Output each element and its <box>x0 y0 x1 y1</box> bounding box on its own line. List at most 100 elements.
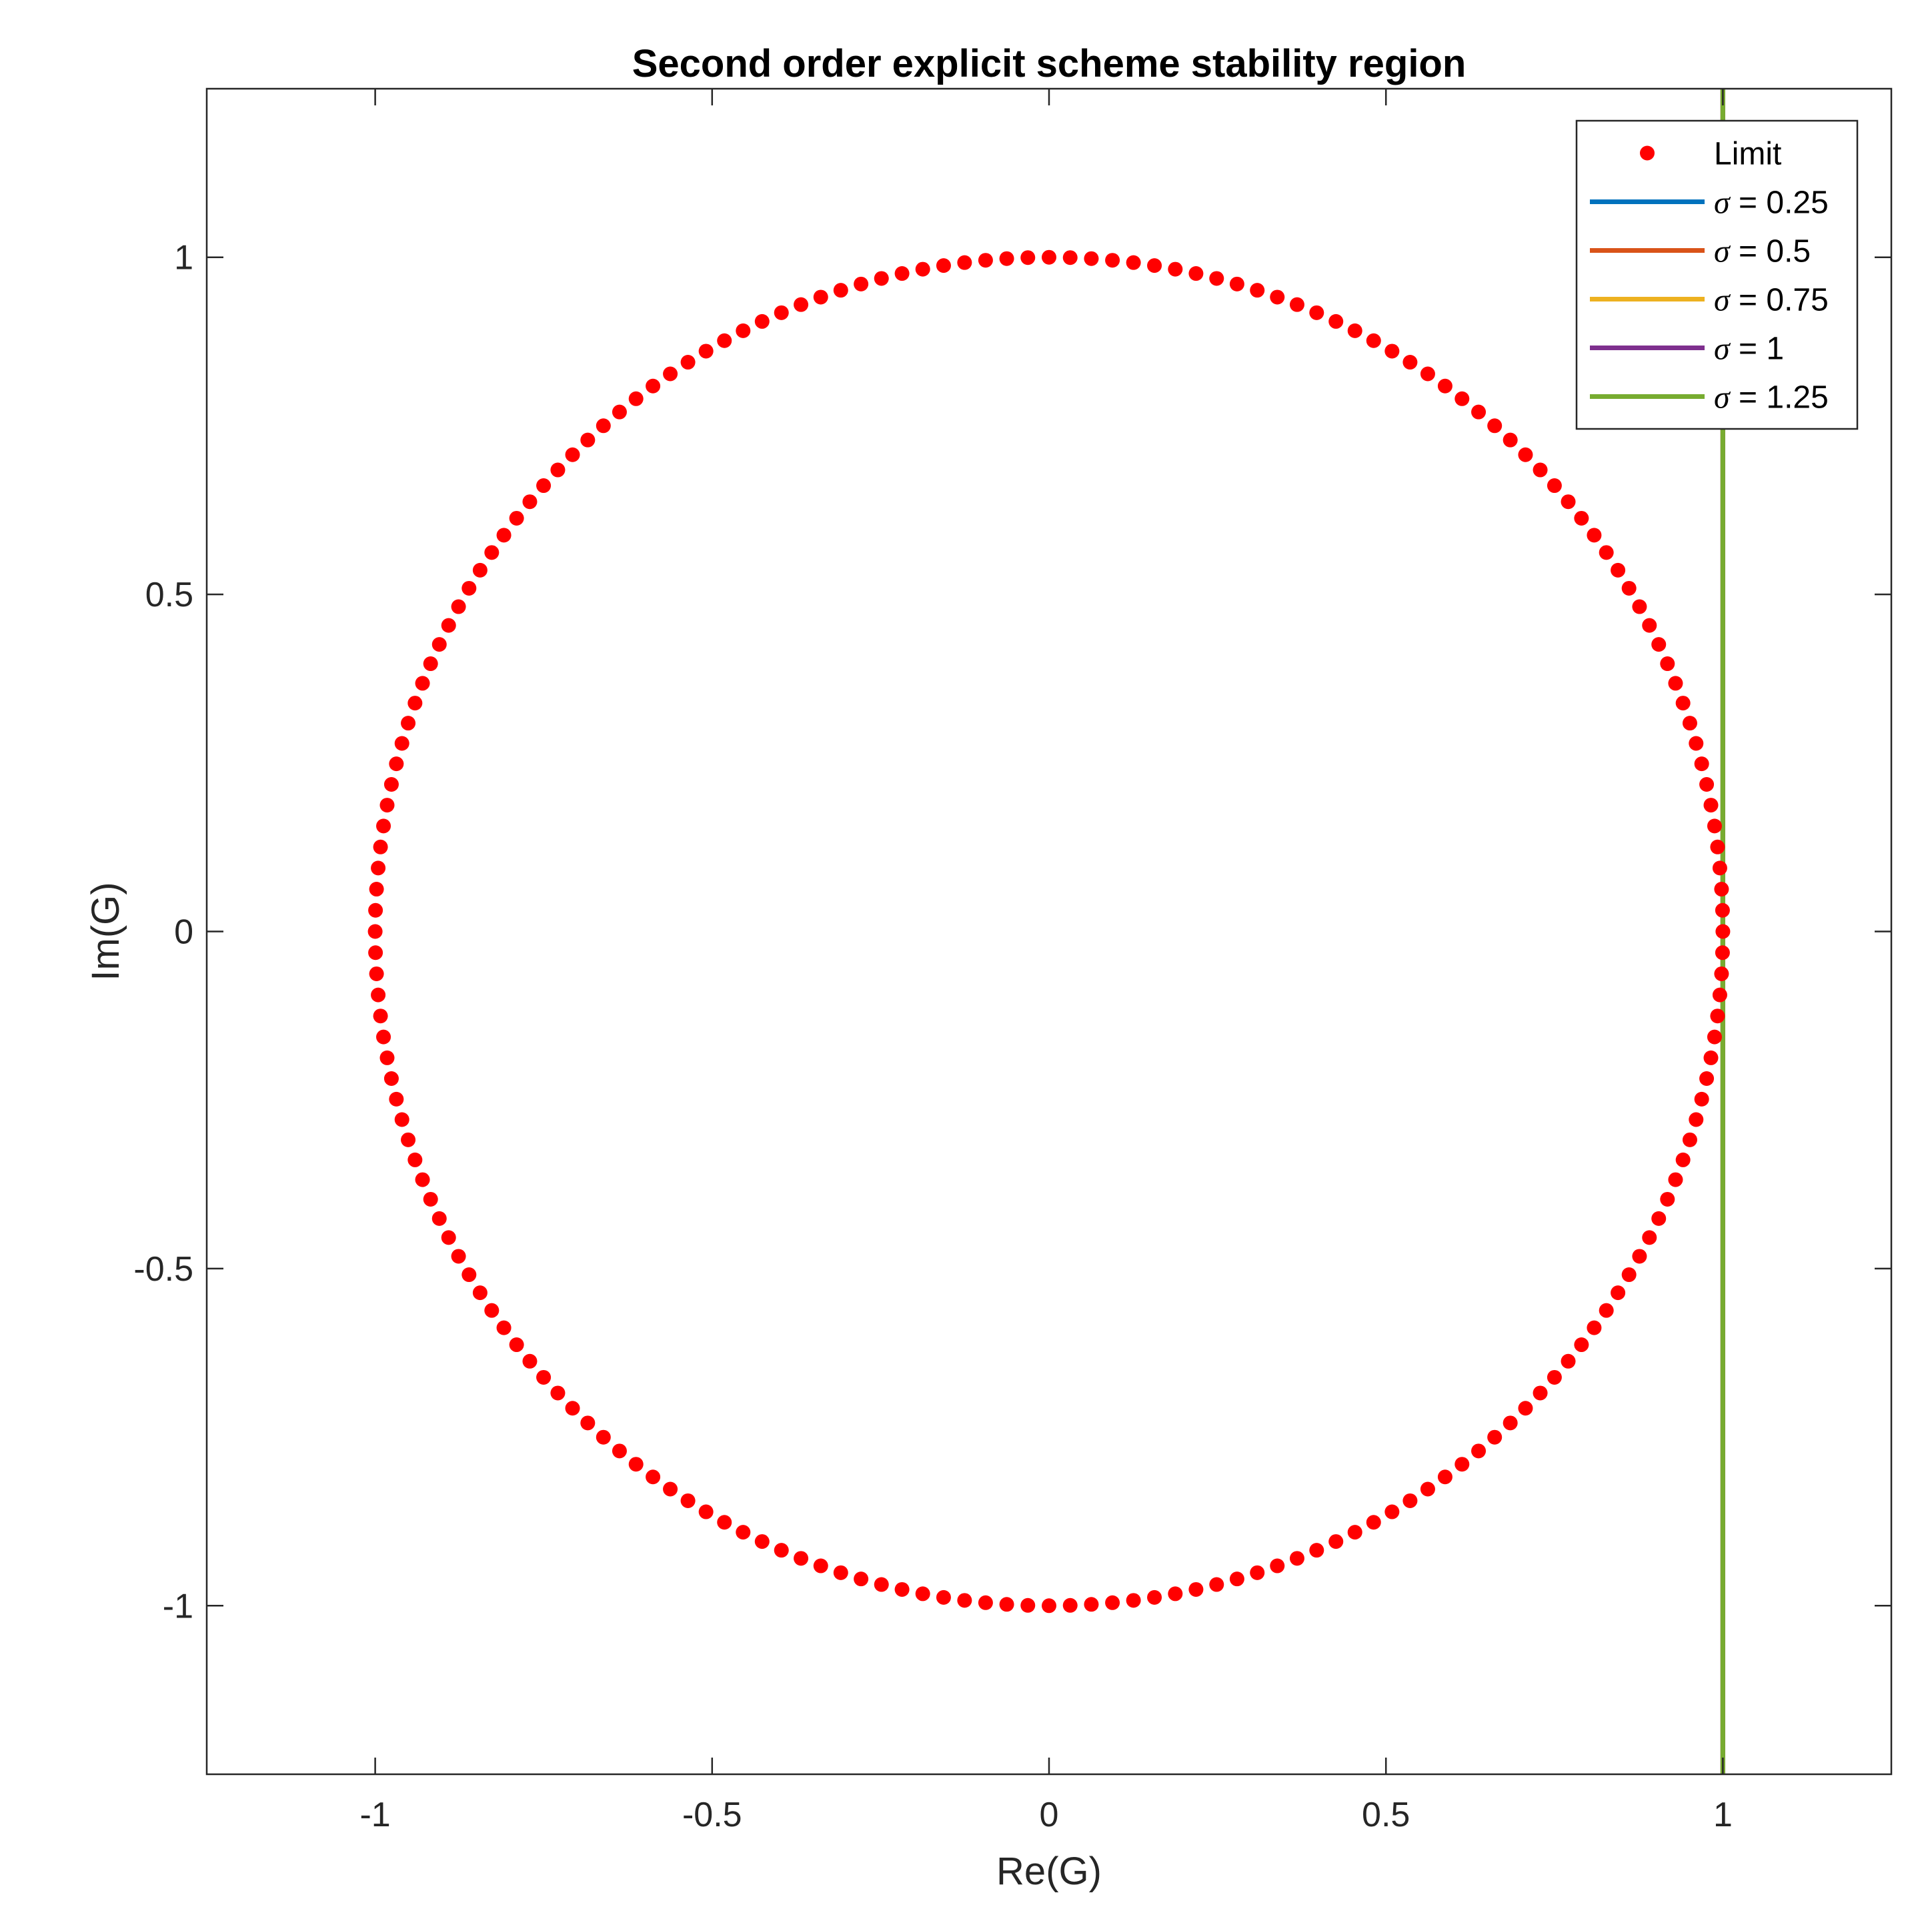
limit-point <box>431 1211 447 1226</box>
chart-title: Second order explicit scheme stability r… <box>632 42 1467 85</box>
legend-item: σ = 0.5 <box>1590 234 1811 269</box>
limit-point <box>894 266 910 281</box>
y-tick-label: 0.5 <box>145 576 193 614</box>
limit-point <box>612 404 627 420</box>
legend-sigma-symbol: σ <box>1714 380 1731 416</box>
limit-point <box>1547 478 1562 494</box>
limit-point <box>1168 1586 1183 1602</box>
limit-point <box>874 271 889 286</box>
limit-point <box>368 945 383 961</box>
limit-point <box>415 1172 430 1187</box>
limit-point <box>680 1493 696 1508</box>
limit-point <box>1062 250 1078 265</box>
limit-point <box>1699 1071 1715 1086</box>
limit-point <box>441 1230 456 1245</box>
limit-point <box>1270 1558 1285 1573</box>
limit-point <box>936 1589 951 1605</box>
limit-point <box>415 676 430 691</box>
legend-sigma-value: = 1.25 <box>1730 380 1829 416</box>
legend-sigma-symbol: σ <box>1714 185 1731 221</box>
limit-point <box>1366 333 1381 348</box>
limit-point <box>580 1415 596 1431</box>
limit-point <box>1682 716 1697 731</box>
x-axis-label: Re(G) <box>996 1850 1102 1893</box>
limit-point <box>1668 1172 1683 1187</box>
limit-point <box>1518 447 1533 462</box>
legend-sigma-symbol: σ <box>1714 332 1731 367</box>
limit-point <box>854 276 869 291</box>
legend-label: σ = 1.25 <box>1714 380 1829 416</box>
limit-point <box>663 1481 678 1497</box>
limit-point <box>1689 736 1704 751</box>
limit-point <box>1651 1211 1667 1226</box>
legend-box <box>1575 119 1859 430</box>
limit-point <box>1126 1593 1141 1608</box>
limit-point <box>536 1369 552 1385</box>
limit-point <box>1611 1285 1626 1301</box>
limit-point <box>646 378 661 394</box>
legend-label: σ = 0.25 <box>1714 185 1829 221</box>
limit-point <box>1533 462 1548 478</box>
limit-point <box>1437 378 1453 394</box>
x-tick-label: -1 <box>359 1796 390 1834</box>
limit-point <box>423 656 438 672</box>
limit-point <box>999 251 1014 266</box>
limit-point <box>1642 1230 1657 1245</box>
legend-label: σ = 1 <box>1714 332 1784 367</box>
limit-point <box>1574 510 1589 526</box>
limit-point <box>1707 818 1722 834</box>
limit-point <box>1712 987 1727 1003</box>
limit-point <box>1642 618 1657 633</box>
limit-point <box>1437 1469 1453 1485</box>
y-axis-label: Im(G) <box>84 882 127 981</box>
limit-point <box>999 1597 1014 1612</box>
limit-point <box>580 432 596 448</box>
limit-point <box>1289 1551 1304 1566</box>
limit-point <box>1712 860 1727 876</box>
limit-point <box>371 860 386 876</box>
limit-point <box>484 1303 500 1318</box>
limit-point <box>1209 271 1224 286</box>
limit-point <box>1715 902 1730 918</box>
limit-point <box>1105 253 1120 268</box>
limit-point <box>1384 1504 1400 1519</box>
limit-point <box>813 1558 828 1573</box>
limit-point <box>451 599 466 614</box>
limit-point <box>794 297 809 312</box>
y-tick-label: -0.5 <box>133 1250 193 1289</box>
limit-point <box>1703 798 1719 813</box>
limit-point <box>596 1429 611 1445</box>
limit-point <box>484 545 500 560</box>
limit-point <box>496 528 512 543</box>
limit-point <box>1632 599 1647 614</box>
limit-point <box>957 1593 972 1608</box>
limit-point <box>1126 255 1141 270</box>
limit-point <box>451 1249 466 1264</box>
limit-point <box>1250 1565 1265 1580</box>
limit-point <box>509 510 524 526</box>
limit-point <box>401 716 416 731</box>
y-tick-label: 1 <box>174 239 193 277</box>
limit-point <box>565 1401 580 1416</box>
limit-point <box>612 1443 627 1459</box>
limit-point <box>368 902 383 918</box>
limit-point <box>646 1469 661 1485</box>
limit-point <box>774 305 789 320</box>
limit-point <box>1020 250 1036 265</box>
limit-point <box>1599 1303 1614 1318</box>
limit-point <box>1599 545 1614 560</box>
limit-point <box>1518 1401 1533 1416</box>
limit-point <box>1651 637 1667 652</box>
limit-point <box>915 261 930 277</box>
limit-point <box>536 478 552 494</box>
limit-point <box>663 366 678 382</box>
limit-point <box>754 1534 770 1549</box>
limit-point <box>1587 1320 1602 1335</box>
limit-point <box>1471 404 1487 420</box>
limit-point <box>376 1029 391 1045</box>
legend-item: σ = 1 <box>1590 332 1784 367</box>
limit-point <box>854 1571 869 1587</box>
limit-point <box>894 1581 910 1597</box>
